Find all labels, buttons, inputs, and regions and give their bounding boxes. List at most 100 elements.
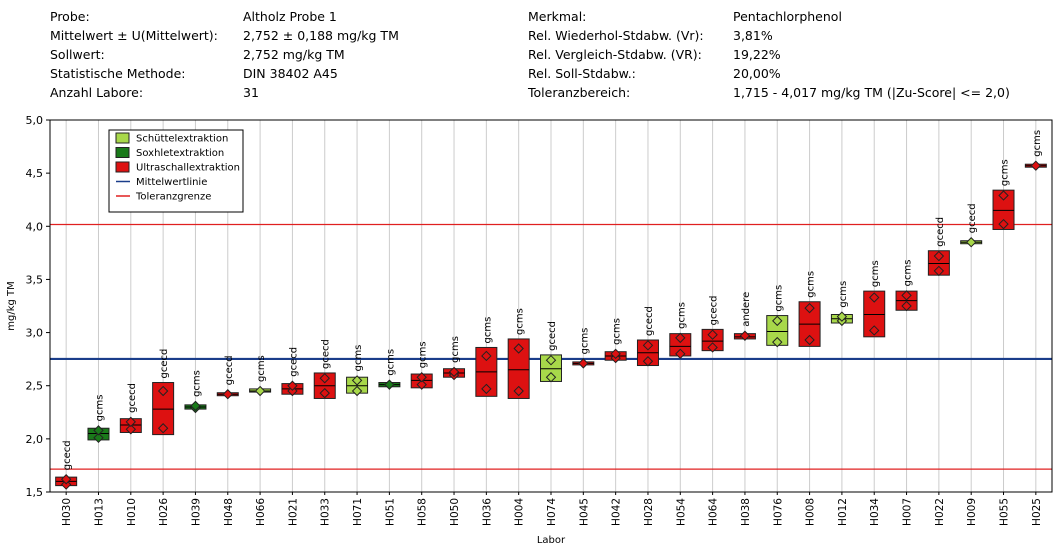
- info-key: Rel. Soll-Stdabw.:: [528, 66, 636, 81]
- lab-point-diamond: [287, 380, 298, 391]
- info-right-values: Pentachlorphenol 3,81% 19,22% 20,00% 1,7…: [733, 7, 1010, 102]
- lab-box-group: [830, 311, 853, 327]
- lab-point-diamond: [481, 350, 492, 362]
- x-tick-label: H021: [287, 498, 299, 526]
- lab-box-group: [346, 375, 369, 397]
- x-tick-label: H009: [966, 498, 978, 526]
- legend-label: Mittelwertlinie: [136, 177, 207, 188]
- method-label: gcecd: [547, 321, 558, 351]
- legend-swatch: [115, 147, 130, 158]
- method-label: gcms: [191, 370, 202, 397]
- info-key: Probe:: [50, 9, 90, 24]
- method-label: gcms: [353, 345, 364, 372]
- method-label: andere: [741, 292, 752, 327]
- legend-label: Toleranzgrenze: [135, 192, 211, 203]
- x-tick-label: H074: [546, 498, 558, 526]
- lab-point-diamond: [578, 358, 589, 369]
- lab-point-diamond: [222, 389, 233, 400]
- lab-point-diamond: [448, 366, 460, 378]
- lab-point-diamond: [545, 354, 557, 366]
- lab-point-diamond: [481, 383, 492, 395]
- lab-box-group: [55, 474, 78, 490]
- x-tick-label: H055: [999, 498, 1011, 526]
- lab-point-diamond: [998, 190, 1009, 201]
- method-label: gcms: [482, 317, 493, 344]
- x-tick-label: H025: [1031, 498, 1043, 526]
- lab-point-diamond: [513, 343, 524, 354]
- lab-box-group: [863, 290, 886, 338]
- method-label: gcms: [94, 395, 105, 422]
- lab-box: [507, 338, 530, 399]
- lab-point-diamond: [933, 250, 945, 262]
- lab-point-diamond: [901, 300, 912, 312]
- x-tick-label: H064: [708, 498, 720, 526]
- x-tick-label: H050: [449, 498, 461, 526]
- method-label: gcms: [773, 285, 784, 312]
- method-label: gcms: [418, 341, 429, 368]
- lab-point-diamond: [965, 237, 977, 248]
- info-left-keys: Probe: Mittelwert ± U(Mittelwert): Sollw…: [50, 7, 218, 102]
- info-key: Statistische Methode:: [50, 66, 186, 81]
- lab-box-group: [152, 382, 175, 436]
- lab-point-diamond: [642, 356, 654, 367]
- lab-point-diamond: [739, 330, 751, 341]
- x-tick-label: H012: [837, 498, 849, 526]
- x-axis-title: Labor: [537, 535, 566, 546]
- lab-box-group: [87, 425, 110, 444]
- lab-box: [863, 290, 886, 338]
- y-tick-label: 3,5: [26, 273, 44, 286]
- lab-box: [152, 382, 175, 436]
- method-label: gcms: [903, 260, 914, 287]
- method-label: gcecd: [321, 339, 332, 369]
- lab-box-group: [733, 330, 756, 341]
- lab-box-group: [378, 379, 401, 390]
- info-value: 1,715 - 4,017 mg/kg TM (|Zu-Score| <= 2,…: [733, 85, 1010, 100]
- info-value: 2,752 ± 0,188 mg/kg TM: [243, 28, 399, 43]
- x-tick-label: H010: [126, 498, 138, 526]
- lab-box-group: [184, 400, 207, 414]
- x-tick-label: H042: [611, 498, 623, 526]
- lab-point-diamond: [675, 332, 686, 344]
- info-value: 31: [243, 85, 259, 100]
- x-tick-label: H033: [320, 498, 332, 526]
- method-label: gcecd: [709, 296, 720, 326]
- method-label: gcecd: [127, 383, 138, 413]
- method-label: gcecd: [224, 355, 235, 385]
- lab-box-group: [119, 416, 142, 435]
- info-key: Rel. Vergleich-Stdabw. (VR):: [528, 47, 702, 62]
- info-key: Toleranzbereich:: [528, 85, 631, 100]
- info-value: 2,752 mg/kg TM: [243, 47, 345, 62]
- lab-point-diamond: [1030, 160, 1042, 171]
- info-key: Rel. Wiederhol-Stdabw. (Vr):: [528, 28, 704, 43]
- lab-box-group: [701, 328, 724, 353]
- x-tick-label: H039: [190, 498, 202, 526]
- method-label: gcecd: [288, 347, 299, 377]
- lab-point-diamond: [287, 385, 298, 397]
- lab-point-diamond: [869, 325, 880, 336]
- info-value: Pentachlorphenol: [733, 9, 842, 24]
- x-tick-label: H030: [61, 498, 73, 526]
- lab-point-diamond: [125, 416, 137, 428]
- legend-swatch: [115, 132, 130, 144]
- lab-box-group: [992, 189, 1015, 230]
- legend-label: Soxhletextraktion: [136, 148, 224, 159]
- x-tick-label: H028: [643, 498, 655, 526]
- lab-point-diamond: [319, 373, 330, 384]
- info-value: Altholz Probe 1: [243, 9, 337, 24]
- lab-box-group: [572, 358, 595, 369]
- lab-point-diamond: [772, 315, 783, 327]
- lab-point-diamond: [384, 379, 395, 390]
- lab-box-group: [798, 301, 821, 347]
- info-value: DIN 38402 A45: [243, 66, 338, 81]
- x-tick-label: H066: [255, 498, 267, 526]
- lab-point-diamond: [416, 372, 427, 383]
- lab-point-diamond: [351, 375, 363, 386]
- lab-point-diamond: [545, 372, 557, 383]
- x-tick-label: H048: [223, 498, 235, 526]
- y-tick-label: 2,0: [26, 433, 44, 446]
- lab-box-group: [475, 346, 498, 397]
- info-value: 19,22%: [733, 47, 781, 62]
- legend-label: Ultraschallextraktion: [136, 163, 240, 174]
- lab-point-diamond: [319, 387, 330, 399]
- lab-point-diamond: [513, 385, 524, 397]
